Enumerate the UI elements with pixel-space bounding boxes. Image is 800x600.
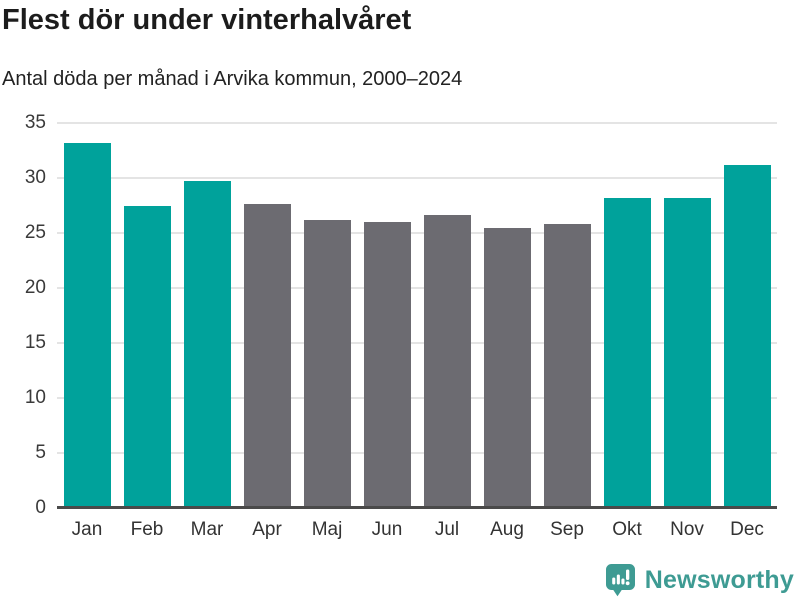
bar-apr	[243, 204, 291, 508]
bar-jul	[423, 215, 471, 508]
x-tick-label-jun: Jun	[371, 519, 403, 540]
brand-name: Newsworthy	[644, 565, 794, 594]
x-tick-label-aug: Aug	[490, 519, 524, 540]
gridline-35	[57, 122, 777, 124]
gridline-10	[57, 397, 777, 399]
y-tick-label-5: 5	[35, 442, 46, 463]
y-tick-label-10: 10	[24, 387, 46, 408]
bar-okt	[603, 197, 651, 508]
gridline-25	[57, 232, 777, 234]
y-tick-label-15: 15	[24, 332, 46, 353]
bar-dec	[723, 164, 771, 508]
newsworthy-icon	[605, 564, 635, 597]
x-tick-label-jul: Jul	[434, 519, 460, 540]
gridline-15	[57, 342, 777, 344]
bar-sep	[543, 224, 591, 508]
plot-area: 0 5 10 15 20 25 30 35 Jan Feb Mar Apr Maj Jun Jul Aug Se…	[25, 112, 777, 540]
x-tick-label-okt: Okt	[612, 519, 642, 540]
x-tick-label-apr: Apr	[252, 519, 282, 540]
x-tick-label-sep: Sep	[550, 519, 584, 540]
gridline-30	[57, 177, 777, 179]
chart-title: Flest dör under vinterhalvåret	[2, 4, 412, 36]
bar-nov	[663, 197, 711, 508]
bar-maj	[303, 219, 351, 508]
bar-mar	[183, 181, 231, 508]
y-tick-label-30: 30	[24, 167, 46, 188]
x-tick-label-feb: Feb	[130, 519, 164, 540]
bar-feb	[123, 205, 171, 508]
bar-aug	[483, 227, 531, 508]
bar-jan	[63, 142, 111, 508]
x-tick-label-dec: Dec	[730, 519, 764, 540]
y-tick-label-0: 0	[35, 497, 46, 518]
x-tick-label-jan: Jan	[71, 519, 103, 540]
y-tick-label-20: 20	[24, 277, 46, 298]
x-tick-label-mar: Mar	[190, 519, 224, 540]
brand-logo[interactable]: Newsworthy	[605, 563, 794, 597]
bar-jun	[363, 222, 411, 508]
gridline-20	[57, 287, 777, 289]
x-tick-label-nov: Nov	[670, 519, 704, 540]
chart-subtitle: Antal döda per månad i Arvika kommun, 20…	[2, 68, 463, 90]
y-tick-label-25: 25	[24, 222, 46, 243]
y-tick-label-35: 35	[24, 112, 46, 133]
x-tick-label-maj: Maj	[311, 519, 343, 540]
x-axis-line	[57, 506, 777, 509]
gridline-5	[57, 452, 777, 454]
